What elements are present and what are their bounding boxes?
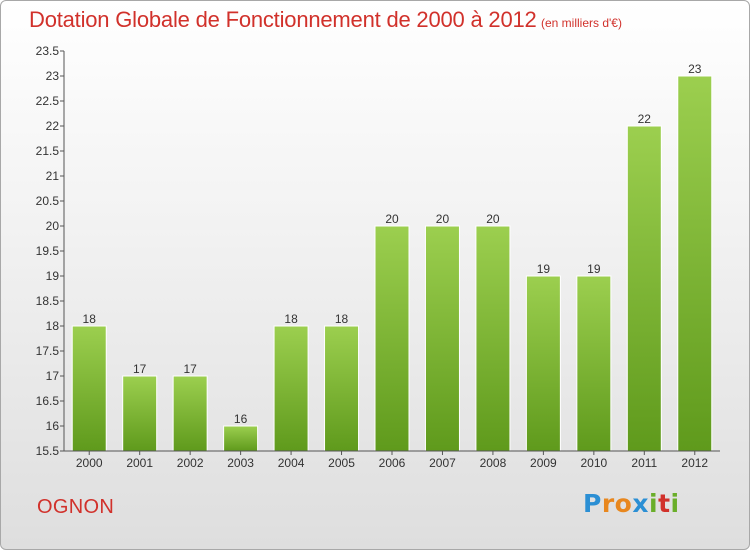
y-tick-label: 19.5 [36,244,60,258]
x-axis: 2000 2001 2002 2003 2004 2005 2006 2007 2008 2009… [64,450,720,470]
y-tick-label: 22 [46,119,60,133]
proxiti-logo: Proxiti [583,489,680,518]
logo-letter: i [649,489,659,518]
x-tick-label: 2012 [681,456,708,470]
bar-value-label: 20 [436,212,450,226]
x-tick-label: 2003 [227,456,254,470]
bar-value-label: 20 [385,212,399,226]
logo-letter: i [670,489,680,518]
logo-letter: r [601,489,615,518]
bar-value-label: 18 [335,312,349,326]
bar-2008 [475,225,511,452]
logo-letter: o [614,489,633,518]
bar-2003 [223,425,259,452]
y-tick-label: 16 [46,419,60,433]
logo-letter: P [583,489,602,518]
bar-2012 [677,75,713,452]
y-tick-label: 23.5 [36,44,60,58]
x-tick-label: 2001 [126,456,153,470]
y-tick-label: 20 [46,219,60,233]
x-tick-label: 2004 [278,456,305,470]
y-tick-label: 18 [46,319,60,333]
logo-letter: t [658,489,671,518]
y-tick-label: 16.5 [36,394,60,408]
bar-value-label: 17 [133,362,147,376]
bar-2007 [424,225,460,452]
chart-title: Dotation Globale de Fonctionnement de 20… [29,7,537,32]
y-tick-label: 19 [46,269,60,283]
bar-value-label: 16 [234,412,248,426]
x-tick-label: 2007 [429,456,456,470]
bar-2006 [374,225,410,452]
bar-value-label: 19 [537,262,551,276]
y-tick-label: 21.5 [36,144,60,158]
bar-value-label: 19 [587,262,601,276]
y-tick-label: 17 [46,369,60,383]
y-tick-label: 23 [46,69,60,83]
bar-chart: 15.5 16 16.5 17 17.5 18 18.5 19 19.5 20 20.5 21 21.5… [36,44,720,470]
x-tick-label: 2000 [76,456,103,470]
x-tick-label: 2002 [177,456,204,470]
bar-value-label: 23 [688,62,702,76]
bar-value-label: 17 [183,362,197,376]
bar-2004 [273,325,309,452]
y-tick-label: 20.5 [36,194,60,208]
bar-value-label: 18 [284,312,298,326]
commune-name: OGNON [37,496,115,518]
bar-2010 [576,275,612,452]
bar-value-label: 22 [638,112,652,126]
bar-2005 [324,325,360,452]
y-tick-label: 21 [46,169,60,183]
bar-value-label: 20 [486,212,500,226]
chart-subtitle: (en milliers d'€) [541,16,622,30]
x-tick-label: 2005 [328,456,355,470]
bars: 18 17 17 16 18 18 20 20 20 19 19 22 23 [71,62,713,452]
bar-2000 [71,325,107,452]
logo-letter: x [632,489,649,518]
y-axis: 15.5 16 16.5 17 17.5 18 18.5 19 19.5 20 20.5 21 21.5… [36,44,65,458]
x-tick-label: 2006 [379,456,406,470]
x-tick-label: 2010 [580,456,607,470]
bar-2011 [626,125,662,452]
bar-2001 [122,375,158,452]
x-tick-label: 2011 [631,456,657,470]
y-tick-label: 17.5 [36,344,60,358]
bar-2002 [172,375,208,452]
x-tick-label: 2009 [530,456,557,470]
bar-2009 [525,275,561,452]
x-tick-label: 2008 [480,456,507,470]
y-tick-label: 22.5 [36,94,60,108]
y-tick-label: 15.5 [36,444,60,458]
bar-value-label: 18 [83,312,97,326]
y-tick-label: 18.5 [36,294,60,308]
